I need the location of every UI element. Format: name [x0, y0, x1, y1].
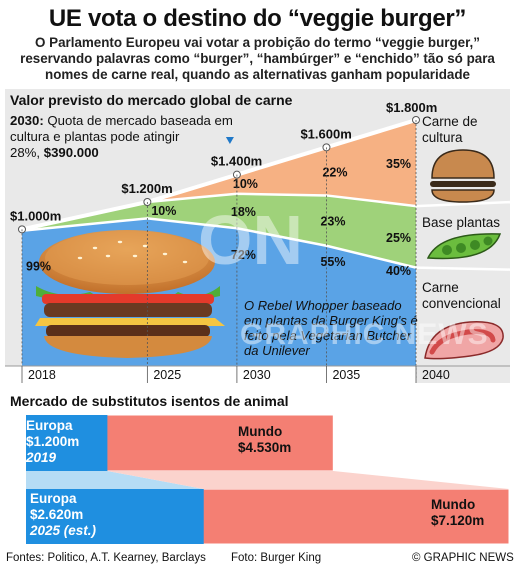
total-value-label: $1.800m	[386, 100, 437, 115]
annotation-value: $390.000	[43, 145, 99, 160]
footer-photo: Foto: Burger King	[231, 552, 322, 564]
total-value-label: $1.200m	[121, 181, 172, 196]
series-pct-label: 10%	[151, 204, 176, 218]
bar-2019-period: 2019	[26, 450, 57, 465]
photo-caption: O Rebel Whopper baseado em plantas da Bu…	[244, 298, 418, 358]
annotation-text-1: Quota de mercado baseada em	[43, 113, 233, 128]
page-title: UE vota o destino do “veggie burger”	[48, 5, 467, 32]
burger-cheese	[35, 318, 225, 326]
world-growth-connector	[107, 471, 510, 489]
legend-cultura: Carne de cultura	[422, 114, 478, 145]
europe-bar	[26, 489, 204, 544]
market-chart-title: Valor previsto do mercado global de carn…	[10, 92, 293, 108]
annotation-year: 2030:	[10, 113, 44, 128]
bar-2019-world-label: Mundo $4.530m	[238, 424, 291, 456]
substitutes-chart-title: Mercado de substitutos isentos de animal	[10, 393, 289, 409]
legend-plantas: Base plantas	[422, 215, 501, 230]
bar-2025-europe-label: Europa $2.620m 2025 (est.)	[30, 491, 96, 539]
bar-2025-value: $2.620m	[30, 507, 84, 522]
series-pct-label: 40%	[386, 264, 411, 278]
legend-divider	[415, 200, 511, 208]
pea-pod-icon	[426, 233, 502, 260]
legend-convencional: Carne convencional	[422, 280, 501, 311]
series-pct-label: 25%	[386, 231, 411, 245]
bar-2025-world-label: Mundo $7.120m	[431, 497, 484, 529]
annotation-text-2: cultura e plantas pode atingir	[10, 129, 180, 144]
legend-divider	[415, 266, 511, 271]
series-pct-label: 10%	[233, 177, 258, 191]
burger-photo	[35, 230, 225, 358]
series-pct-label: 35%	[386, 157, 411, 171]
burger-patty-2	[46, 325, 210, 337]
area-carne-cultura	[22, 120, 416, 230]
series-boundary-line	[21, 192, 417, 231]
x-tick-label: 2025	[153, 368, 181, 382]
annotation-pointer-icon	[225, 137, 234, 144]
total-value-label: $1.400m	[211, 154, 262, 169]
series-pct-label: 99%	[26, 259, 51, 273]
total-value-label: $1.600m	[300, 126, 351, 141]
steak-icon	[424, 321, 504, 360]
bar-2019-world-value: $4.530m	[238, 440, 292, 455]
x-tick-label: 2035	[332, 368, 360, 382]
total-value-label: $1.000m	[10, 208, 61, 223]
bar-2019-region: Europa	[26, 418, 73, 433]
burger-bun-shine	[45, 231, 209, 285]
bar-2019-value: $1.200m	[26, 434, 80, 449]
x-tick-label: 2030	[243, 368, 271, 382]
europe-bar	[26, 415, 108, 471]
series-pct-label: 55%	[320, 255, 345, 269]
bun-icon	[430, 149, 496, 203]
burger-tomato	[42, 294, 214, 304]
annotation-2030: 2030: Quota de mercado baseada em cultur…	[10, 113, 260, 161]
annotation-pct: 28%,	[10, 145, 44, 160]
x-tick-label: 2040	[422, 368, 450, 382]
bar-2025-world-name: Mundo	[431, 497, 476, 512]
burger-patty	[44, 303, 212, 317]
bar-2025-region: Europa	[30, 491, 77, 506]
bar-2025-period: 2025 (est.)	[30, 523, 97, 538]
area-base-plantas	[22, 193, 416, 268]
page-subtitle: O Parlamento Europeu vai votar a probiçã…	[20, 35, 495, 82]
footer-sources: Fontes: Politico, A.T. Kearney, Barclays	[6, 552, 206, 564]
bar-2025-world-value: $7.120m	[431, 513, 485, 528]
x-axis-strip	[5, 366, 416, 383]
footer-credit: © GRAPHIC NEWS	[412, 552, 514, 564]
series-pct-label: 22%	[322, 165, 347, 179]
europe-growth-connector	[26, 471, 204, 489]
burger-bottom-bun	[44, 336, 212, 358]
x-tick-label: 2018	[28, 368, 56, 382]
bar-2019-europe-label: Europa $1.200m 2019	[26, 418, 79, 466]
bar-2019-world-name: Mundo	[238, 424, 283, 439]
